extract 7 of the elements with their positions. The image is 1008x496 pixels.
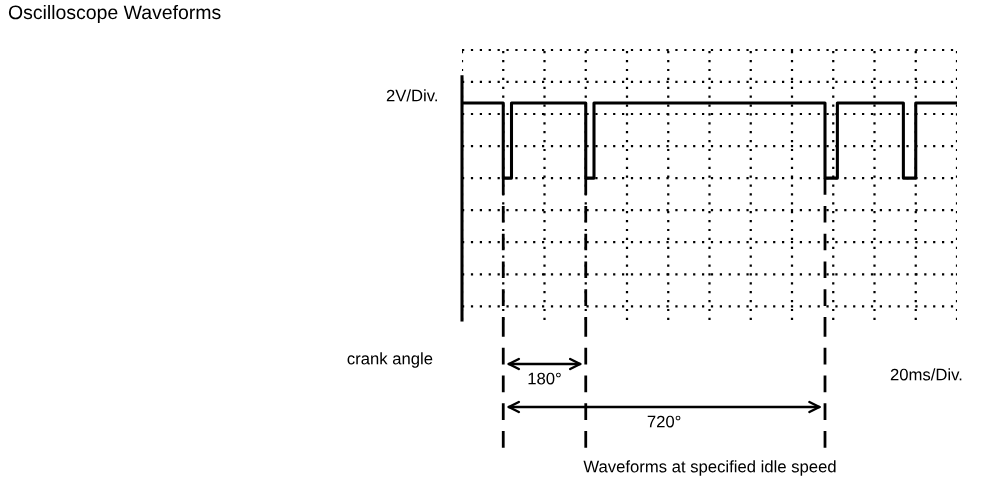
text: 180° bbox=[528, 372, 561, 385]
text: crank angle bbox=[347, 352, 433, 368]
text: 20ms/Div. bbox=[890, 368, 962, 381]
text: 2V/Div. bbox=[386, 89, 437, 102]
text: Waveforms at specified idle speed bbox=[583, 460, 836, 476]
text: 720° bbox=[647, 415, 681, 428]
text: Oscilloscope Waveforms bbox=[8, 4, 221, 24]
